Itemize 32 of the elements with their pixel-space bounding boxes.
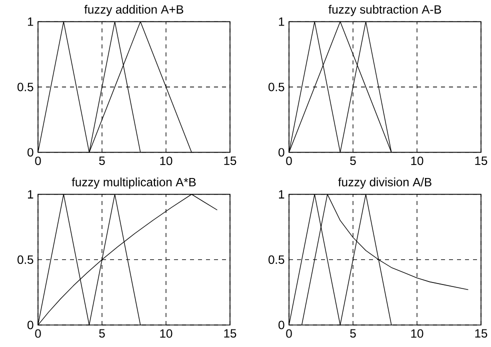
chart-title: fuzzy addition A+B xyxy=(84,4,184,16)
y-tick-label: 1 xyxy=(278,18,284,26)
x-tick-label: 15 xyxy=(475,329,488,338)
y-tick-label: 0 xyxy=(28,148,34,157)
x-tick-label: 15 xyxy=(224,329,236,338)
x-tick-label: 5 xyxy=(99,329,105,338)
y-tick-label: 0.5 xyxy=(18,82,34,92)
y-tick-label: 0.5 xyxy=(268,82,284,92)
x-tick-label: 0 xyxy=(35,156,41,166)
x-tick-label: 15 xyxy=(475,156,488,165)
x-tick-label: 15 xyxy=(224,156,236,165)
x-tick-label: 10 xyxy=(160,156,172,166)
y-tick-label: 0.5 xyxy=(268,255,284,264)
y-tick-label: 0 xyxy=(278,320,284,330)
x-tick-label: 10 xyxy=(411,156,424,166)
y-tick-label: 0 xyxy=(28,320,34,330)
y-tick-label: 0.5 xyxy=(18,255,34,264)
x-tick-label: 5 xyxy=(350,156,356,165)
y-tick-label: 0 xyxy=(278,148,284,157)
chart-title: fuzzy multiplication A*B xyxy=(72,178,196,189)
chart-title: fuzzy subtraction A-B xyxy=(328,4,442,16)
x-tick-label: 10 xyxy=(160,329,172,338)
x-tick-label: 5 xyxy=(350,329,356,338)
x-tick-label: 10 xyxy=(411,329,424,338)
chart-title: fuzzy division A/B xyxy=(338,178,432,189)
y-tick-label: 1 xyxy=(278,190,284,198)
x-tick-label: 0 xyxy=(286,329,292,338)
x-tick-label: 0 xyxy=(35,329,41,338)
x-tick-label: 5 xyxy=(99,156,105,165)
y-tick-label: 1 xyxy=(28,18,34,26)
y-tick-label: 1 xyxy=(28,190,34,198)
x-tick-label: 0 xyxy=(286,156,292,166)
